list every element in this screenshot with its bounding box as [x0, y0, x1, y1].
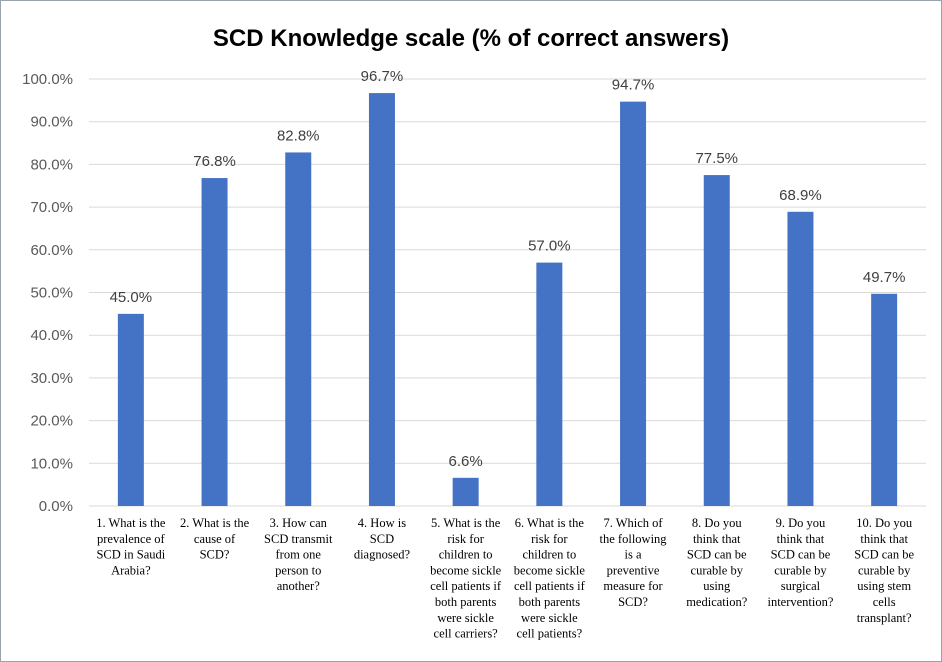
bar [117, 313, 144, 506]
y-tick-label: 80.0% [30, 156, 73, 173]
x-category-label: 10. Do you think that SCD can be curable by… [854, 516, 914, 625]
data-label: 45.0% [110, 289, 153, 306]
y-tick-label: 100.0% [22, 71, 73, 88]
bar [620, 101, 647, 507]
bar [201, 178, 228, 506]
data-label: 57.0% [528, 238, 571, 255]
data-labels: 45.0% 76.8% 82.8% 96.7% 6.6% 57.0% 94.7% 77.5% 6… [110, 68, 906, 470]
x-category-label: 5. What is the risk for children to become … [430, 516, 502, 641]
x-category-label: 9. Do you think that SCD can be curable by s… [767, 516, 833, 609]
bar [452, 477, 479, 506]
chart-title: SCD Knowledge scale (% of correct answer… [213, 25, 729, 52]
x-category-label: 1. What is the prevalence of SCD in Saudi A… [96, 516, 166, 577]
bars [117, 93, 898, 507]
data-label: 49.7% [863, 269, 906, 286]
data-label: 96.7% [361, 68, 404, 85]
y-tick-label: 70.0% [30, 199, 73, 216]
bar [787, 211, 814, 506]
data-label: 76.8% [193, 153, 236, 170]
x-category-label: 6. What is the risk for children to become … [514, 516, 586, 641]
bar [871, 293, 898, 506]
bar [536, 262, 563, 506]
y-tick-label: 90.0% [30, 114, 73, 131]
x-axis-category-labels: 1. What is the prevalence of SCD in Saudi A… [96, 516, 914, 641]
y-tick-label: 30.0% [30, 370, 73, 387]
y-tick-label: 40.0% [30, 327, 73, 344]
data-label: 77.5% [695, 150, 738, 167]
data-label: 82.8% [277, 127, 320, 144]
data-label: 6.6% [449, 453, 483, 470]
bar [368, 93, 395, 506]
x-category-label: 3. How can SCD transmit from one person to a… [264, 516, 333, 593]
data-label: 94.7% [612, 77, 655, 94]
x-category-label: 8. Do you think that SCD can be curable by u… [686, 516, 748, 609]
x-category-label: 2. What is the cause of SCD? [180, 516, 250, 562]
y-tick-label: 60.0% [30, 242, 73, 259]
bar [703, 175, 730, 506]
y-tick-label: 20.0% [30, 413, 73, 430]
x-category-label: 4. How is SCD diagnosed? [354, 516, 411, 562]
gridlines [89, 78, 926, 507]
y-tick-label: 50.0% [30, 285, 73, 302]
bar [285, 152, 312, 506]
y-axis-tick-labels: 0.0% 10.0% 20.0% 30.0% 40.0% 50.0% 60.0% 70.0% 8… [22, 71, 73, 515]
y-tick-label: 0.0% [39, 498, 73, 515]
x-category-label: 7. Which of the following is a preventive me… [600, 516, 668, 609]
y-tick-label: 10.0% [30, 455, 73, 472]
data-label: 68.9% [779, 187, 822, 204]
